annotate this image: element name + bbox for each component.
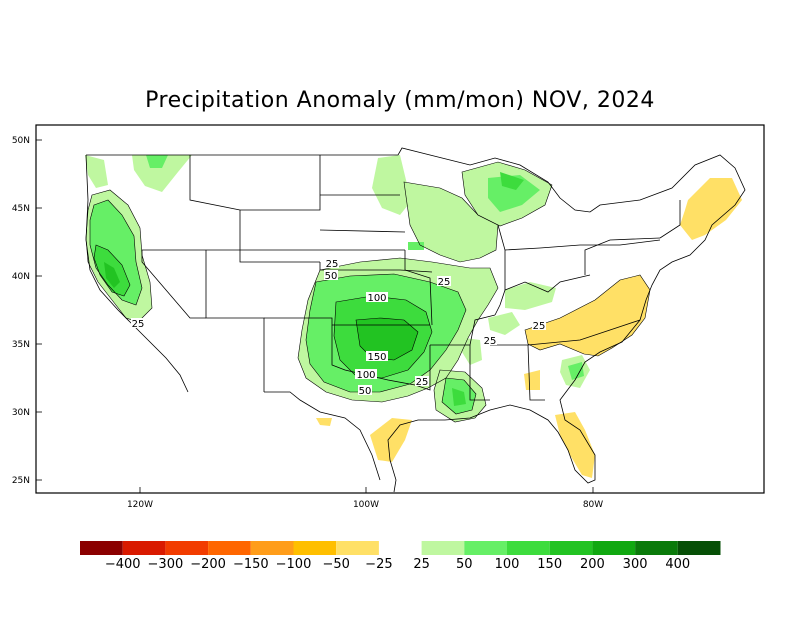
legend-label: −300 bbox=[147, 557, 184, 572]
anomaly-area-florida-dry bbox=[555, 412, 595, 478]
anomaly-area-dakota bbox=[372, 155, 412, 215]
anomaly-area-west-coast-150 bbox=[104, 262, 120, 288]
legend-label: −50 bbox=[322, 557, 350, 572]
contour-label: 50 bbox=[325, 271, 338, 282]
legend-label: 50 bbox=[456, 557, 473, 572]
contour-label: 100 bbox=[367, 293, 386, 304]
lat-label-25n: 25N bbox=[12, 476, 30, 486]
lat-label-35n: 35N bbox=[12, 340, 30, 350]
contour-label: 25 bbox=[533, 321, 546, 332]
legend-label: 200 bbox=[579, 557, 605, 572]
legend-label: 100 bbox=[494, 557, 520, 572]
legend-label: −100 bbox=[275, 557, 312, 572]
lat-label-40n: 40N bbox=[12, 272, 30, 282]
map-frame bbox=[35, 124, 765, 494]
lon-label-80w: 80W bbox=[583, 500, 603, 510]
legend-swatch-positive bbox=[464, 541, 507, 555]
lon-label-120w: 120W bbox=[127, 500, 153, 510]
us-outline bbox=[86, 147, 746, 493]
lat-axis bbox=[36, 139, 42, 481]
anomaly-fields bbox=[85, 155, 742, 478]
legend-swatch-negative bbox=[293, 541, 337, 555]
lon-axis bbox=[139, 487, 594, 493]
legend-label: −150 bbox=[232, 557, 269, 572]
anomaly-area-plains-150 bbox=[356, 318, 418, 360]
anomaly-area-mid-atlantic-dry bbox=[525, 275, 650, 356]
map-title: Precipitation Anomaly (mm/mon) NOV, 2024 bbox=[145, 88, 655, 113]
contour-label: 25 bbox=[416, 377, 429, 388]
anomaly-area-texas-south-dry bbox=[316, 418, 332, 426]
contour-label: 25 bbox=[438, 277, 451, 288]
anomaly-area-west-coast-50 bbox=[90, 200, 142, 305]
legend-swatch-positive bbox=[507, 541, 550, 555]
anomaly-area-new-england-dry bbox=[680, 178, 742, 240]
legend-swatch-negative bbox=[250, 541, 294, 555]
anomaly-area-minnesota bbox=[404, 182, 498, 262]
legend-swatch-negative bbox=[165, 541, 209, 555]
legend-swatch-positive bbox=[421, 541, 465, 555]
legend-label: −400 bbox=[104, 557, 141, 572]
legend-label: 400 bbox=[665, 557, 691, 572]
anomaly-area-idaho bbox=[85, 155, 108, 188]
lat-label-30n: 30N bbox=[12, 408, 30, 418]
lat-label-50n: 50N bbox=[12, 136, 30, 146]
anomaly-area-montana bbox=[132, 155, 192, 192]
legend-swatch-positive bbox=[592, 541, 636, 555]
anomaly-area-montana-50 bbox=[146, 155, 168, 168]
legend-swatch-negative bbox=[208, 541, 251, 555]
legend-swatch-positive bbox=[635, 541, 678, 555]
anomaly-area-ohio bbox=[505, 282, 556, 310]
contour-label-group: 25 50 100 150 100 50 25 25 25 25 25 bbox=[131, 258, 546, 397]
anomaly-area-great-lakes-100 bbox=[500, 172, 524, 190]
anomaly-area-carolinas-50 bbox=[568, 362, 584, 380]
contour-label: 50 bbox=[359, 386, 372, 397]
legend-label: 25 bbox=[413, 557, 430, 572]
lon-label-100w: 100W bbox=[353, 500, 379, 510]
anomaly-area-mississippi bbox=[462, 338, 482, 365]
anomaly-area-texas-coast-dry bbox=[370, 418, 412, 462]
anomaly-area-louisiana-100 bbox=[452, 388, 466, 406]
legend-label: −25 bbox=[365, 557, 393, 572]
contour-label: 25 bbox=[326, 259, 339, 270]
lat-label-45n: 45N bbox=[12, 204, 30, 214]
anomaly-area-georgia-dry bbox=[524, 370, 540, 390]
contour-label: 25 bbox=[132, 319, 145, 330]
legend-label: 300 bbox=[622, 557, 648, 572]
legend-swatch-positive bbox=[549, 541, 593, 555]
contour-label: 150 bbox=[367, 352, 386, 363]
legend-label: −200 bbox=[190, 557, 226, 572]
contour-label: 100 bbox=[356, 370, 375, 381]
contour-lines bbox=[85, 161, 651, 423]
legend-swatch-positive bbox=[677, 541, 721, 555]
legend-swatch-negative bbox=[80, 541, 123, 555]
color-legend bbox=[80, 541, 721, 555]
contour-label: 25 bbox=[484, 336, 497, 347]
anomaly-area-great-lakes-50 bbox=[488, 175, 540, 212]
legend-swatch-negative bbox=[336, 541, 379, 555]
state-borders bbox=[85, 147, 746, 493]
legend-label: 150 bbox=[537, 557, 563, 572]
anomaly-area-tennessee bbox=[488, 312, 520, 335]
anomaly-area-minnesota-50 bbox=[408, 242, 424, 250]
legend-swatch-negative bbox=[122, 541, 166, 555]
